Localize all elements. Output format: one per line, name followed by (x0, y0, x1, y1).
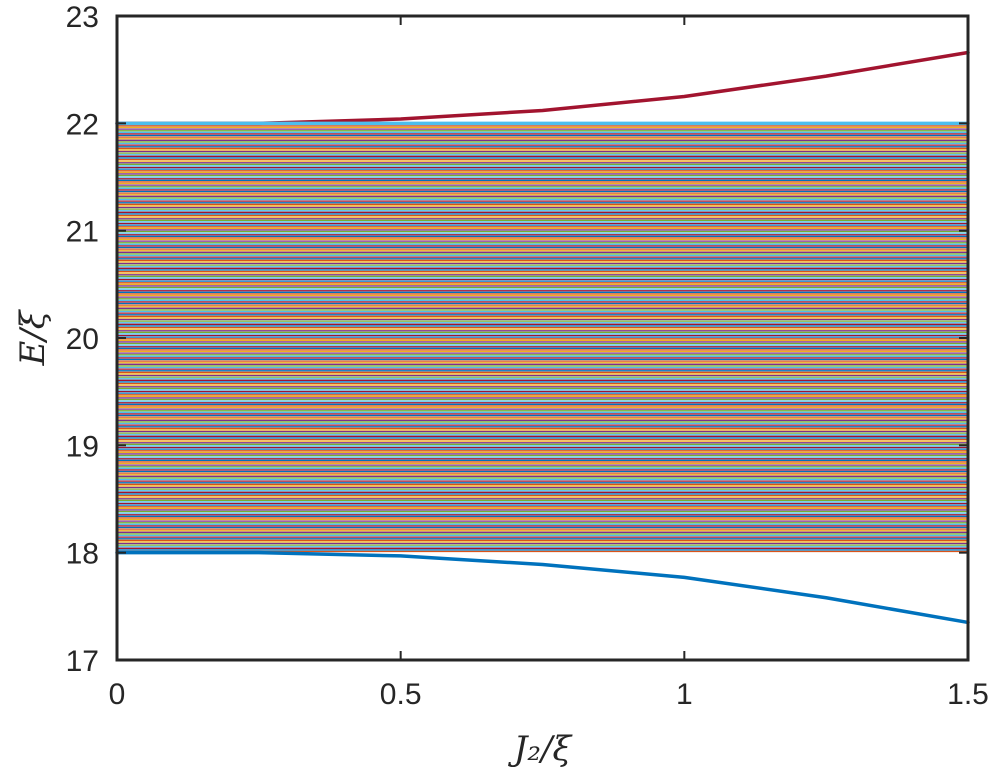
bulk-band (117, 123, 968, 553)
x-tick-label: 0 (109, 678, 126, 711)
y-tick-label: 22 (66, 108, 99, 141)
x-tick-label: 1.5 (947, 678, 989, 711)
y-tick-label: 23 (66, 1, 99, 34)
axis-ticks: 0 0.5 1 1.5 17 18 19 20 21 22 23 (66, 1, 989, 711)
series-line-0 (115, 50, 970, 126)
x-tick-label: 0.5 (380, 678, 422, 711)
y-tick-label: 18 (66, 538, 99, 571)
series-lines (115, 50, 970, 625)
x-tick-label: 1 (676, 678, 693, 711)
y-tick-label: 20 (66, 323, 99, 356)
series-line-2 (115, 550, 970, 625)
y-axis-label: E/ξ (13, 308, 53, 366)
y-tick-label: 21 (66, 216, 99, 249)
y-tick-label: 19 (66, 430, 99, 463)
y-tick-label: 17 (66, 645, 99, 678)
x-axis-label: J₂/ξ (508, 729, 574, 769)
